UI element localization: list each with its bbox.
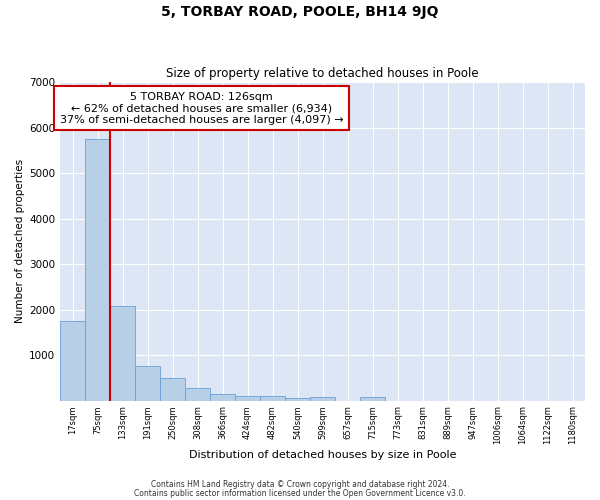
- Text: Contains HM Land Registry data © Crown copyright and database right 2024.: Contains HM Land Registry data © Crown c…: [151, 480, 449, 489]
- Bar: [285, 398, 310, 400]
- Bar: [110, 306, 135, 400]
- Y-axis label: Number of detached properties: Number of detached properties: [15, 160, 25, 324]
- Title: Size of property relative to detached houses in Poole: Size of property relative to detached ho…: [166, 66, 479, 80]
- Bar: [310, 397, 335, 400]
- Bar: [135, 366, 160, 400]
- Bar: [235, 396, 260, 400]
- Bar: [360, 397, 385, 400]
- Bar: [60, 321, 85, 400]
- Bar: [185, 388, 210, 400]
- Bar: [260, 396, 285, 400]
- Bar: [85, 139, 110, 400]
- X-axis label: Distribution of detached houses by size in Poole: Distribution of detached houses by size …: [189, 450, 457, 460]
- Bar: [160, 378, 185, 400]
- Text: Contains public sector information licensed under the Open Government Licence v3: Contains public sector information licen…: [134, 488, 466, 498]
- Bar: [210, 394, 235, 400]
- Text: 5, TORBAY ROAD, POOLE, BH14 9JQ: 5, TORBAY ROAD, POOLE, BH14 9JQ: [161, 5, 439, 19]
- Text: 5 TORBAY ROAD: 126sqm
← 62% of detached houses are smaller (6,934)
37% of semi-d: 5 TORBAY ROAD: 126sqm ← 62% of detached …: [60, 92, 344, 125]
